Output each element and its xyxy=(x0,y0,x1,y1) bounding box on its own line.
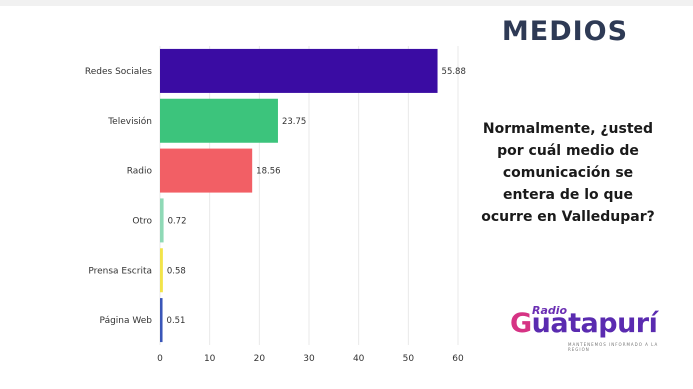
bar xyxy=(160,298,163,343)
value-label: 18.56 xyxy=(256,167,280,177)
bar xyxy=(160,248,163,293)
value-label: 0.58 xyxy=(167,266,186,276)
bar xyxy=(160,48,438,93)
category-label: Televisión xyxy=(107,116,152,127)
x-tick-label: 0 xyxy=(157,354,163,364)
value-label: 0.72 xyxy=(168,216,187,226)
radio-guatapuri-logo: Radio Guatapurí MANTENEMOS INFORMADO A L… xyxy=(510,304,670,354)
value-label: 23.75 xyxy=(282,117,306,127)
x-tick-label: 60 xyxy=(452,354,464,364)
bars xyxy=(160,48,438,343)
logo-small-text: Radio xyxy=(532,304,568,317)
category-label: Radio xyxy=(127,167,153,177)
bar-chart: Redes Sociales Televisión Radio Otro Prensa … xyxy=(85,46,466,364)
bar xyxy=(160,198,164,243)
logo-main-text: Guatapurí xyxy=(510,308,658,339)
logo-tagline: MANTENEMOS INFORMADO A LA REGION xyxy=(568,342,659,352)
category-label: Redes Sociales xyxy=(85,67,152,77)
chart-heading: MEDIOS xyxy=(501,16,629,47)
x-tick-label: 50 xyxy=(403,354,415,364)
value-labels: 55.88 23.75 18.56 0.72 0.58 0.51 xyxy=(167,67,466,326)
x-tick-label: 20 xyxy=(254,354,266,364)
survey-question: Normalmente, ¿usted por cuál medio de co… xyxy=(481,121,655,225)
category-label: Página Web xyxy=(100,316,153,326)
top-strip xyxy=(0,0,693,6)
x-axis-ticks: 0 10 20 30 40 50 60 xyxy=(157,354,464,364)
grid-lines xyxy=(159,46,459,345)
value-label: 0.51 xyxy=(167,316,186,326)
logo-initial: G xyxy=(510,308,532,339)
category-labels: Redes Sociales Televisión Radio Otro Prensa … xyxy=(85,67,153,326)
category-label: Prensa Escrita xyxy=(88,266,152,276)
value-label: 55.88 xyxy=(442,67,466,77)
bar xyxy=(160,148,253,193)
x-tick-label: 30 xyxy=(303,354,315,364)
category-label: Otro xyxy=(132,216,152,226)
bar xyxy=(160,98,278,143)
logo-rest: uatapurí xyxy=(531,308,658,339)
x-tick-label: 10 xyxy=(204,354,216,364)
x-tick-label: 40 xyxy=(353,354,365,364)
